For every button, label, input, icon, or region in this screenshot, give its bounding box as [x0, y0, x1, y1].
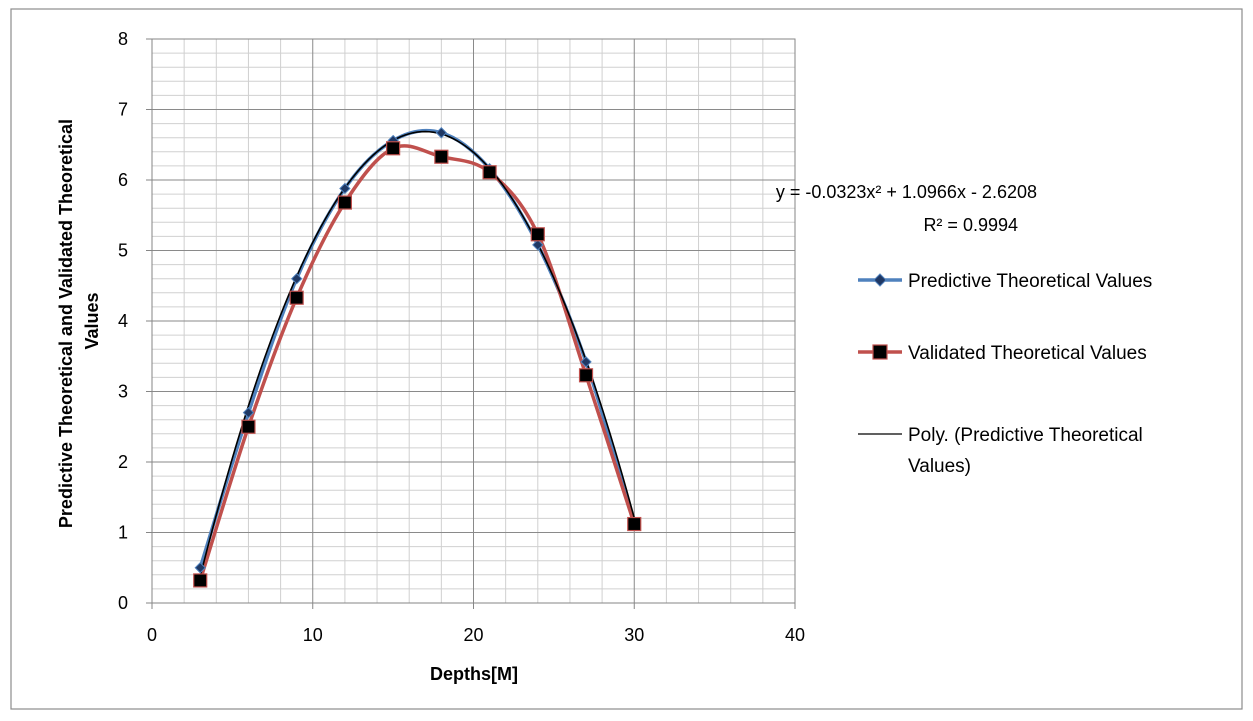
legend-label-predictive: Predictive Theoretical Values [908, 271, 1152, 292]
predictive-point [339, 182, 351, 195]
predictive-point [435, 127, 448, 139]
validated-point [241, 419, 256, 434]
validated-point [627, 516, 642, 532]
series-poly-trendline [199, 130, 636, 577]
x-tick-label: 10 [303, 625, 323, 645]
x-tick-label: 30 [624, 625, 644, 645]
validated-point [434, 149, 449, 164]
y-axis-title-line2: Values [82, 292, 102, 349]
x-axis-ticks: 0 10 20 30 40 [147, 603, 805, 645]
y-tick-label: 5 [118, 241, 128, 261]
y-tick-label: 7 [118, 100, 128, 120]
legend-item-predictive[interactable]: Predictive Theoretical Values [858, 271, 1152, 292]
validated-point [578, 368, 594, 383]
trendline-equation: y = -0.0323x² + 1.0966x - 2.6208 [776, 182, 1037, 202]
y-axis-ticks: 0 1 2 3 4 5 6 7 8 [118, 29, 152, 613]
y-tick-label: 1 [118, 523, 128, 543]
trendline-r-squared: R² = 0.9994 [923, 215, 1018, 235]
validated-point [337, 195, 352, 210]
predictive-point [580, 356, 592, 368]
legend: Predictive Theoretical Values Validated … [858, 271, 1152, 477]
y-tick-label: 4 [118, 311, 128, 331]
x-tick-label: 20 [463, 625, 483, 645]
y-axis-title-line1: Predictive Theoretical and Validated The… [56, 119, 76, 528]
validated-point [193, 573, 208, 588]
predictive-point [290, 272, 303, 285]
validated-point [386, 141, 401, 156]
x-tick-label: 40 [785, 625, 805, 645]
x-tick-label: 0 [147, 625, 157, 645]
legend-square-icon [872, 344, 888, 360]
y-axis-title: Predictive Theoretical and Validated The… [56, 114, 102, 528]
validated-point [289, 290, 304, 305]
legend-item-poly[interactable]: Poly. (Predictive Theoretical Values) [858, 425, 1143, 477]
predictive-point [242, 406, 255, 419]
y-tick-label: 3 [118, 382, 128, 402]
y-tick-label: 2 [118, 452, 128, 472]
legend-label-validated: Validated Theoretical Values [908, 343, 1147, 364]
series-layer [193, 127, 642, 588]
legend-label-poly-line2: Values) [908, 456, 971, 477]
legend-item-validated[interactable]: Validated Theoretical Values [858, 343, 1147, 364]
validated-point [530, 227, 545, 242]
series-validated-line [198, 144, 636, 581]
y-tick-label: 8 [118, 29, 128, 49]
legend-diamond-icon [873, 273, 887, 287]
y-tick-label: 6 [118, 170, 128, 190]
predictive-point [194, 562, 206, 574]
predictive-point [532, 239, 544, 251]
validated-point [482, 165, 497, 180]
y-tick-label: 0 [118, 593, 128, 613]
legend-label-poly-line1: Poly. (Predictive Theoretical [908, 425, 1143, 446]
x-axis-title: Depths[M] [430, 664, 518, 684]
